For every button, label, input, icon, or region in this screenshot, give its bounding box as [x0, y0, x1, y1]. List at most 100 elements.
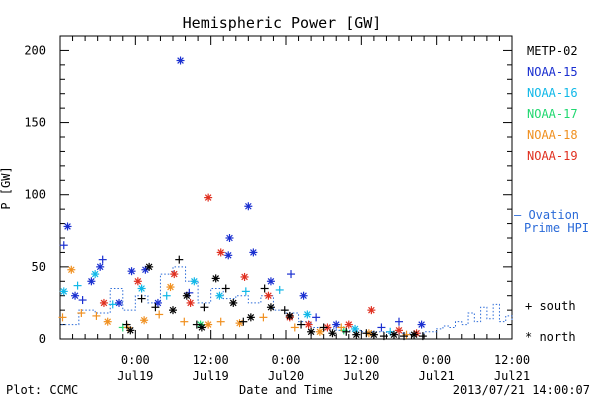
data-point-plus	[98, 255, 107, 264]
data-point-plus	[379, 332, 388, 341]
data-point-star	[215, 291, 224, 300]
data-point-star	[87, 277, 96, 286]
data-point-star	[126, 326, 135, 335]
data-point-plus	[216, 317, 225, 326]
plot-timestamp: 2013/07/21 14:00:07	[453, 383, 590, 397]
data-point-plus	[175, 255, 184, 264]
data-point-star	[169, 306, 177, 315]
x-tick-label-time: 0:00	[272, 353, 301, 367]
data-point-plus	[122, 320, 131, 329]
data-point-plus	[58, 313, 67, 322]
data-point-star	[153, 298, 162, 307]
data-point-star	[304, 320, 313, 329]
marker-legend-item: + south	[525, 299, 576, 313]
x-tick-label-date: Jul20	[343, 369, 379, 383]
data-point-plus	[151, 303, 160, 312]
data-point-star	[186, 298, 195, 307]
y-tick-labels: 0 50 100 150 200	[24, 43, 46, 346]
x-axis-label: Date and Time	[239, 383, 333, 397]
data-point-star	[141, 265, 150, 274]
data-point-plus	[92, 311, 101, 320]
x-tick-labels: 0:00 Jul19 12:00 Jul19 0:00 Jul20 12:00 Jul20 0:…	[117, 353, 530, 383]
data-point-plus	[418, 332, 427, 341]
x-tick-label-date: Jul21	[494, 369, 530, 383]
data-point-star	[299, 291, 308, 300]
x-tick-label-time: 12:00	[343, 353, 379, 367]
data-point-star	[224, 251, 233, 260]
data-point-star	[91, 270, 100, 279]
ovation-line	[61, 266, 513, 334]
legend: METP-02 NOAA-15 NOAA-16 NOAA-17 NOAA-18 NOAA-…	[527, 44, 578, 163]
data-point-star	[190, 277, 199, 286]
data-point-star	[197, 323, 206, 332]
chart-title: Hemispheric Power [GW]	[183, 14, 382, 32]
legend-item: NOAA-18	[527, 128, 578, 142]
data-point-star	[99, 298, 108, 307]
data-point-star	[410, 330, 419, 339]
data-point-plus	[59, 241, 68, 250]
y-tick-label: 200	[24, 43, 46, 57]
data-point-plus	[73, 281, 82, 290]
data-point-plus	[280, 306, 289, 315]
data-point-star	[166, 283, 175, 292]
data-point-star	[176, 56, 185, 65]
y-axis-label: P [GW]	[0, 166, 13, 209]
data-point-star	[367, 306, 376, 315]
data-point-star	[246, 313, 255, 322]
data-point-star	[244, 202, 253, 211]
data-point-star	[103, 317, 112, 326]
data-point-plus	[275, 285, 284, 294]
legend-item: NOAA-17	[527, 107, 578, 121]
data-point-star	[369, 330, 378, 339]
data-point-star	[96, 262, 105, 271]
data-point-star	[249, 248, 258, 257]
data-point-plus	[312, 313, 321, 322]
data-point-star	[315, 327, 324, 336]
ovation-series-line	[61, 266, 513, 334]
y-tick-label: 50	[32, 260, 46, 274]
data-point-star	[133, 277, 142, 286]
data-point-star	[71, 291, 80, 300]
data-point-star	[225, 234, 234, 242]
x-tick-label-date: Jul19	[117, 369, 153, 383]
data-point-plus	[78, 296, 87, 305]
data-point-star	[389, 330, 398, 339]
y-tick-label: 0	[39, 332, 46, 346]
data-point-star	[127, 267, 136, 276]
x-tick-label-date: Jul21	[419, 369, 455, 383]
data-point-plus	[287, 270, 296, 279]
data-point-plus	[259, 313, 268, 322]
data-point-star	[170, 270, 179, 279]
data-markers	[58, 56, 427, 341]
data-point-star	[285, 311, 294, 320]
data-point-star	[266, 277, 275, 286]
data-point-plus	[290, 323, 299, 332]
data-point-star	[67, 265, 76, 274]
data-point-star	[145, 262, 154, 271]
y-tick-label: 100	[24, 188, 46, 202]
data-point-plus	[137, 294, 146, 303]
data-point-star	[229, 298, 238, 307]
legend-item: NOAA-16	[527, 86, 578, 100]
data-point-star	[63, 222, 72, 231]
data-point-plus	[162, 291, 171, 300]
data-point-star	[328, 329, 337, 338]
data-point-plus	[180, 317, 189, 326]
data-point-plus	[342, 327, 351, 336]
data-point-plus	[108, 300, 117, 309]
data-point-star	[204, 320, 213, 329]
data-point-star	[240, 272, 249, 281]
x-tick-label-time: 12:00	[494, 353, 530, 367]
data-point-star	[235, 319, 244, 328]
ovation-legend-line1: — Ovation	[514, 208, 579, 222]
data-point-plus	[395, 317, 403, 326]
data-point-star	[352, 330, 361, 339]
data-point-plus	[77, 309, 86, 318]
plot-credit: Plot: CCMC	[6, 383, 78, 397]
data-point-star	[59, 287, 68, 296]
legend-item: METP-02	[527, 44, 578, 58]
marker-legend-item: * north	[525, 330, 576, 344]
x-tick-label-date: Jul19	[193, 369, 229, 383]
data-point-star	[204, 193, 213, 202]
